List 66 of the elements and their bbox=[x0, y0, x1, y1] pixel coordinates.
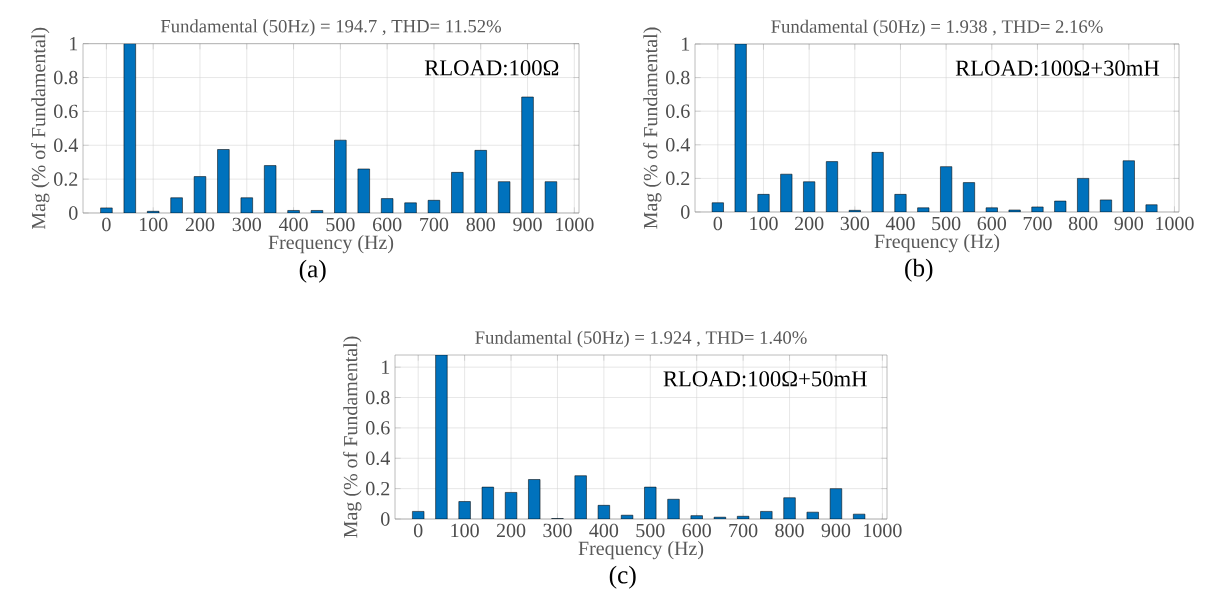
x-tick-label: 700 bbox=[420, 217, 449, 232]
y-tick-label: 0.4 bbox=[666, 138, 690, 152]
x-tick-label: 300 bbox=[840, 216, 870, 231]
x-tick-label: 0 bbox=[413, 523, 423, 538]
y-tick-label: 0.6 bbox=[54, 104, 78, 119]
y-axis-title: Mag (% of Fundamental) bbox=[343, 336, 362, 538]
x-tick-label: 400 bbox=[278, 217, 308, 232]
x-tick-label: 300 bbox=[543, 523, 572, 538]
x-tick-label: 500 bbox=[636, 523, 665, 538]
x-tick-label: 100 bbox=[451, 523, 479, 538]
y-tick-label: 0.8 bbox=[366, 390, 390, 405]
x-tick-label: 600 bbox=[682, 523, 711, 538]
x-tick-label: 900 bbox=[1114, 216, 1144, 231]
x-tick-label: 100 bbox=[750, 216, 778, 231]
annotation: RLOAD:100Ω+30mH bbox=[955, 60, 1160, 76]
x-tick-label: 700 bbox=[729, 523, 758, 538]
annotation: RLOAD:100Ω bbox=[424, 60, 559, 76]
x-tick-label: 800 bbox=[466, 217, 495, 232]
x-tick-label: 500 bbox=[326, 217, 355, 232]
y-tick-label: 0.2 bbox=[54, 172, 78, 186]
x-axis-title: Frequency (Hz) bbox=[578, 541, 704, 560]
x-tick-label: 300 bbox=[232, 217, 262, 232]
x-tick-label: 200 bbox=[795, 216, 824, 231]
chart-title: Fundamental (50Hz) = 194.7 , THD= 11.52% bbox=[160, 19, 502, 37]
y-tick-label: 0 bbox=[381, 512, 390, 526]
text: (a) bbox=[299, 259, 326, 283]
y-tick-label: 0.6 bbox=[666, 104, 690, 118]
x-tick-label: 1000 bbox=[1156, 216, 1194, 231]
y-tick-label: 1 bbox=[382, 360, 390, 374]
y-axis-title: Mag (% of Fundamental) bbox=[643, 27, 662, 229]
y-tick-label: 0.8 bbox=[54, 70, 78, 85]
y-tick-label: 1 bbox=[682, 37, 690, 51]
x-tick-label: 900 bbox=[513, 217, 542, 232]
x-tick-label: 400 bbox=[885, 216, 915, 231]
text: (c) bbox=[609, 565, 636, 589]
x-tick-label: 400 bbox=[589, 523, 619, 538]
x-tick-label: 600 bbox=[977, 216, 1007, 231]
x-tick-label: 800 bbox=[775, 523, 804, 538]
y-tick-label: 0 bbox=[69, 206, 78, 220]
y-tick-label: 0.4 bbox=[54, 138, 78, 153]
y-tick-label: 0 bbox=[681, 205, 690, 219]
x-tick-label: 0 bbox=[102, 217, 111, 232]
x-axis-title: Frequency (Hz) bbox=[268, 235, 394, 254]
text: (b) bbox=[905, 258, 933, 282]
y-tick-label: 0.4 bbox=[366, 451, 390, 466]
x-tick-label: 600 bbox=[373, 217, 402, 232]
x-tick-label: 200 bbox=[496, 523, 526, 538]
chart-title: Fundamental (50Hz) = 1.938 , THD= 2.16% bbox=[771, 19, 1103, 37]
x-tick-label: 900 bbox=[821, 523, 851, 538]
y-tick-label: 1 bbox=[70, 37, 78, 51]
x-tick-label: 500 bbox=[932, 216, 961, 231]
y-tick-label: 0.2 bbox=[666, 171, 690, 186]
chart-title: Fundamental (50Hz) = 1.924 , THD= 1.40% bbox=[475, 330, 807, 348]
y-tick-label: 0.8 bbox=[666, 70, 690, 85]
x-tick-label: 100 bbox=[139, 217, 168, 232]
y-axis-title: Mag (% of Fundamental) bbox=[31, 27, 50, 230]
x-tick-label: 200 bbox=[185, 217, 215, 232]
y-tick-label: 0.6 bbox=[366, 421, 390, 435]
y-tick-label: 0.2 bbox=[366, 481, 390, 496]
annotation: RLOAD:100Ω+50mH bbox=[663, 371, 867, 387]
x-axis-title: Frequency (Hz) bbox=[874, 234, 1000, 253]
x-tick-label: 800 bbox=[1068, 216, 1098, 231]
x-tick-label: 0 bbox=[713, 216, 723, 231]
x-tick-label: 700 bbox=[1023, 216, 1052, 231]
x-tick-label: 1000 bbox=[556, 217, 594, 232]
x-tick-label: 1000 bbox=[864, 523, 902, 538]
